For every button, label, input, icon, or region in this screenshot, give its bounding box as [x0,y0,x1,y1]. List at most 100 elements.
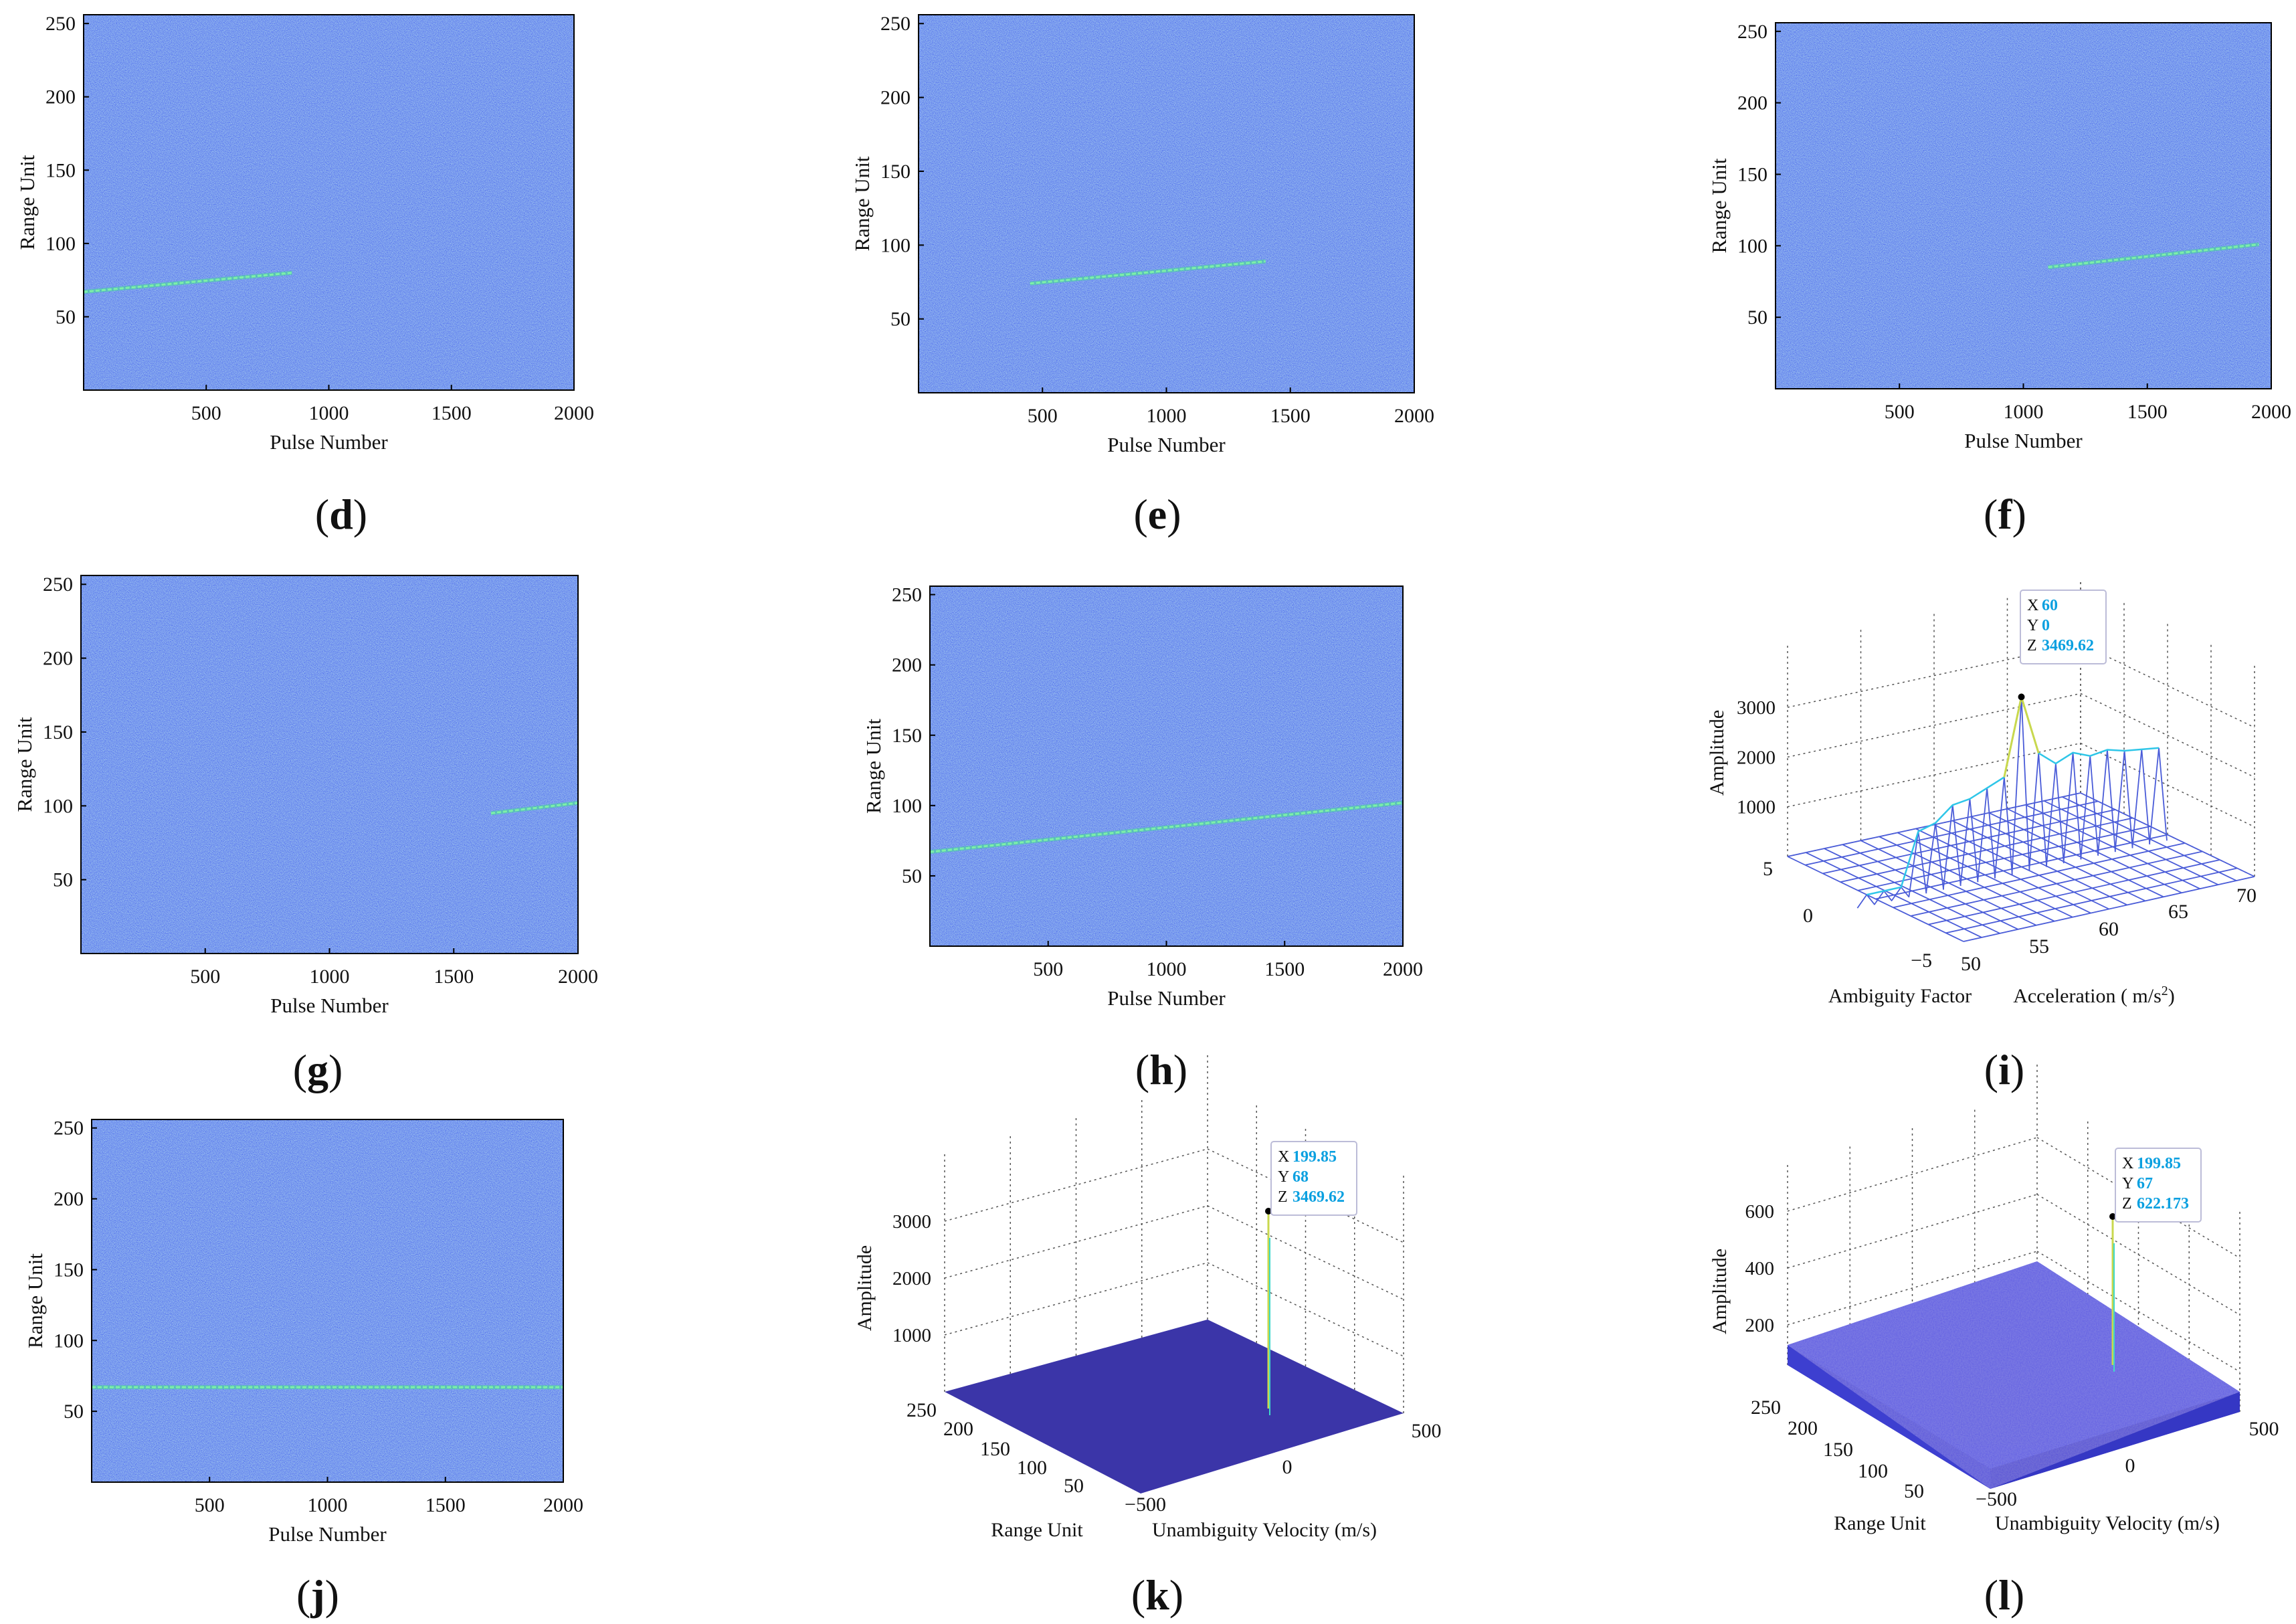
datatip-key: Z [2122,1195,2132,1212]
range-tick-label: 200 [1788,1417,1818,1439]
x-tick-label: 1500 [2127,401,2168,423]
floor-grid [1805,852,1982,938]
x-tick-label: 1500 [1264,958,1305,980]
grid-line [1787,693,2081,758]
floor-grid [2007,808,2182,894]
surface-rib [2045,763,2056,867]
surface-rib [1959,798,1971,886]
y-tick-label: 150 [880,161,911,183]
grid-line [2080,693,2255,778]
z-tick-label: 2000 [892,1268,931,1289]
datatip-i: X 60Y 0Z 3469.62 [2020,590,2107,664]
datatip-key: X [2027,597,2038,614]
datatip-key: Y [2027,617,2038,634]
x-tick-label: 2000 [2251,401,2291,423]
z-axis-label: Amplitude [1706,710,1728,796]
floor-grid [2025,804,2200,889]
surface-rib [1866,894,1876,905]
x-tick-label: 1000 [2004,401,2044,423]
surface-noise [1788,1261,2240,1489]
panel-h: 500 1000 1500 2000 50 100 150 200 250 Pulse Numbe… [862,584,1423,1010]
floor-grid [1860,840,2037,926]
datatip-value: 68 [1293,1168,1309,1186]
y-tick-label: 200 [1737,92,1767,114]
accel-tick-label: 60 [2099,918,2119,940]
velocity-tick-label: 500 [1412,1420,1442,1442]
x-tick-label: 500 [190,966,220,988]
surface-rib [1986,788,1996,879]
surface-rib [1908,831,1919,897]
datatip-value: 3469.62 [1293,1188,1345,1206]
x-tick-label: 1000 [308,1494,348,1516]
x-tick-label: 2000 [558,966,598,988]
x-axis-label: Pulse Number [268,1522,387,1546]
velocity-axis-label: Unambiguity Velocity (m/s) [1995,1512,2220,1534]
heatmap-noise [930,586,1403,946]
range-axis-label: Range Unit [1834,1512,1926,1534]
x-tick-label: 1000 [1147,958,1187,980]
accel-tick-label: 55 [2029,935,2049,958]
x-tick-label: 2000 [554,402,594,424]
datatip-value: 67 [2137,1175,2153,1192]
surface-rib [1874,890,1885,905]
grid-line [1787,742,2081,808]
datatip-key: Z [1278,1188,1288,1206]
heatmap-noise [84,15,574,390]
z-tick-label: 400 [1745,1258,1775,1279]
surface-rib [1935,822,1944,890]
floor-grid [1879,836,2055,922]
peak-marker [2109,1213,2116,1220]
x-axis-label: Pulse Number [270,994,389,1017]
heatmap-noise [919,15,1414,393]
x-tick-label: 1000 [1147,405,1187,427]
y-tick-label: 50 [1747,306,1767,329]
z-tick-label: 600 [1745,1201,1775,1223]
x-tick-label: 1500 [425,1494,466,1516]
target-track [490,802,578,814]
panel-label-e: (e) [1133,490,1181,538]
surface-rib [1951,804,1962,887]
surface-rib [2011,697,2022,875]
y-tick-label: 100 [892,795,922,817]
y-tick-label: 250 [1737,21,1767,43]
y-axis-label: Range Unit [13,717,36,812]
y-axis-label: Range Unit [862,719,885,814]
surface-rib [1856,894,1868,909]
surface-rib [1901,887,1910,898]
x-tick-label: 500 [1033,958,1063,980]
x-tick-label: 500 [195,1494,225,1516]
y-tick-label: 50 [64,1401,84,1423]
surface-rib [1891,887,1902,901]
range-axis-label: Range Unit [991,1519,1083,1541]
target-track [930,802,1403,853]
datatip-key: Z [2027,637,2037,654]
x-tick-label: 1000 [309,402,349,424]
velocity-tick-label: 0 [2125,1455,2135,1477]
target-track [1030,260,1266,285]
floor-grid [1915,828,2091,914]
datatip-box [2020,590,2107,664]
y-tick-label: 250 [43,573,73,596]
surface-rib [2072,752,2082,860]
floor-grid [1933,824,2109,910]
z-axis-label: Amplitude [854,1245,876,1331]
surface-rib [1969,798,1979,883]
surface-rib [2080,755,2091,859]
surface-rib [1942,804,1953,890]
x-tick-label: 2000 [1394,405,1434,427]
floor-grid [1988,812,2164,898]
datatip-value: 60 [2042,597,2058,614]
datatip-value: 199.85 [1293,1148,1337,1166]
panel-g: 500 1000 1500 2000 50 100 150 200 250 Pulse Numbe… [13,573,598,1017]
heatmap-noise [81,575,578,954]
x-tick-label: 2000 [1383,958,1423,980]
grid-line [1787,1194,2038,1269]
range-tick-label: 250 [906,1399,937,1421]
z-tick-label: 3000 [1737,697,1776,719]
y-axis-label: Range Unit [1707,158,1731,253]
datatip-value: 622.173 [2137,1195,2189,1212]
floor-grid [2043,800,2219,885]
y-tick-label: 200 [45,86,76,108]
